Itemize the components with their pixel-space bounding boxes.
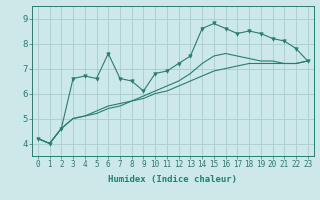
X-axis label: Humidex (Indice chaleur): Humidex (Indice chaleur) xyxy=(108,175,237,184)
